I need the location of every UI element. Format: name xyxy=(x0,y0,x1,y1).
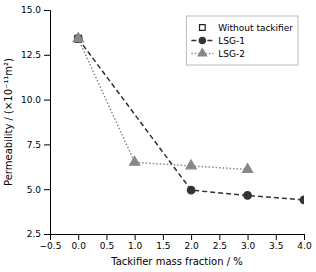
legend-symbol xyxy=(199,37,205,43)
tick-label: 2.5 xyxy=(27,229,41,239)
legend-label: LSG-2 xyxy=(218,49,245,59)
y-axis: 2.5 5.0 7.5 10.0 12.5 15.0 xyxy=(21,5,51,239)
x-axis-title: Tackifier mass fraction / % xyxy=(110,256,243,267)
tick-label: 0.0 xyxy=(72,241,87,251)
tick-mark xyxy=(191,234,192,240)
point xyxy=(244,192,252,200)
legend-entry: LSG-1 xyxy=(191,36,245,46)
tick-label: 2.0 xyxy=(184,241,199,251)
legend: Without tackifier LSG-1 LSG-2 xyxy=(186,16,298,65)
tick-label: 0.5 xyxy=(100,241,114,251)
x-axis: −0.5 0.0 0.5 1.0 1.5 2.0 2.5 3.0 3.5 4.0 xyxy=(40,234,312,251)
y-axis-title: Permeability / (×10⁻¹¹m²) xyxy=(3,58,14,186)
tick-label: 3.5 xyxy=(269,241,283,251)
chart: −0.5 0.0 0.5 1.0 1.5 2.0 2.5 3.0 3.5 4.0 2.5 5.0 7.5… xyxy=(0,0,316,272)
tick-mark xyxy=(163,234,164,240)
legend-label: Without tackifier xyxy=(218,23,293,33)
tick-mark xyxy=(276,234,277,240)
tick-mark xyxy=(44,144,50,145)
point xyxy=(186,160,196,169)
tick-label: 1.5 xyxy=(156,241,170,251)
tick: 2.5 xyxy=(27,229,50,239)
tick-mark xyxy=(44,189,50,190)
tick-label: 2.5 xyxy=(213,241,227,251)
tick-label: 15.0 xyxy=(21,5,41,15)
tick-mark xyxy=(44,234,50,235)
plot-area: −0.5 0.0 0.5 1.0 1.5 2.0 2.5 3.0 3.5 4.0 2.5 5.0 7.5… xyxy=(3,5,312,267)
tick-label: 10.0 xyxy=(21,95,41,105)
tick-label: 5.0 xyxy=(27,185,42,195)
point xyxy=(187,186,195,194)
tick-mark xyxy=(304,234,305,240)
tick-label: 7.5 xyxy=(27,140,41,150)
tick: 10.0 xyxy=(21,95,50,105)
legend-symbol xyxy=(200,25,206,31)
legend-label: LSG-1 xyxy=(218,36,245,46)
tick: 2.0 xyxy=(184,234,199,251)
tick-mark xyxy=(78,234,79,240)
tick: 5.0 xyxy=(27,185,50,195)
tick-mark xyxy=(219,234,220,240)
tick-mark xyxy=(44,10,50,11)
series-line xyxy=(78,39,247,170)
tick: −0.5 xyxy=(40,234,62,251)
tick-label: 4.0 xyxy=(297,241,312,251)
tick-label: −0.5 xyxy=(40,241,62,251)
axis-line xyxy=(44,11,51,235)
legend-entry: Without tackifier xyxy=(200,23,294,33)
series xyxy=(73,33,253,173)
tick: 7.5 xyxy=(27,140,50,150)
tick-label: 3.0 xyxy=(241,241,256,251)
legend-entry: LSG-2 xyxy=(191,49,245,59)
tick: 1.0 xyxy=(128,234,143,251)
tick-mark xyxy=(44,100,50,101)
tick: 3.0 xyxy=(241,234,256,251)
point xyxy=(242,164,252,173)
legend-symbol xyxy=(198,49,207,56)
point xyxy=(300,196,304,204)
axis-line xyxy=(51,235,305,241)
tick: 12.5 xyxy=(21,50,50,60)
tick: 0.5 xyxy=(100,234,114,251)
tick-label: 1.0 xyxy=(128,241,143,251)
point xyxy=(130,156,140,165)
point xyxy=(73,33,83,42)
tick-mark xyxy=(248,234,249,240)
tick: 15.0 xyxy=(21,5,50,15)
tick-mark xyxy=(44,55,50,56)
legend-frame xyxy=(186,16,298,65)
tick: 0.0 xyxy=(72,234,87,251)
tick-mark xyxy=(135,234,136,240)
tick: 1.5 xyxy=(156,234,170,251)
tick-label: 12.5 xyxy=(21,50,41,60)
tick: 4.0 xyxy=(297,234,312,251)
tick: 3.5 xyxy=(269,234,283,251)
tick: 2.5 xyxy=(213,234,227,251)
tick-mark xyxy=(106,234,107,240)
